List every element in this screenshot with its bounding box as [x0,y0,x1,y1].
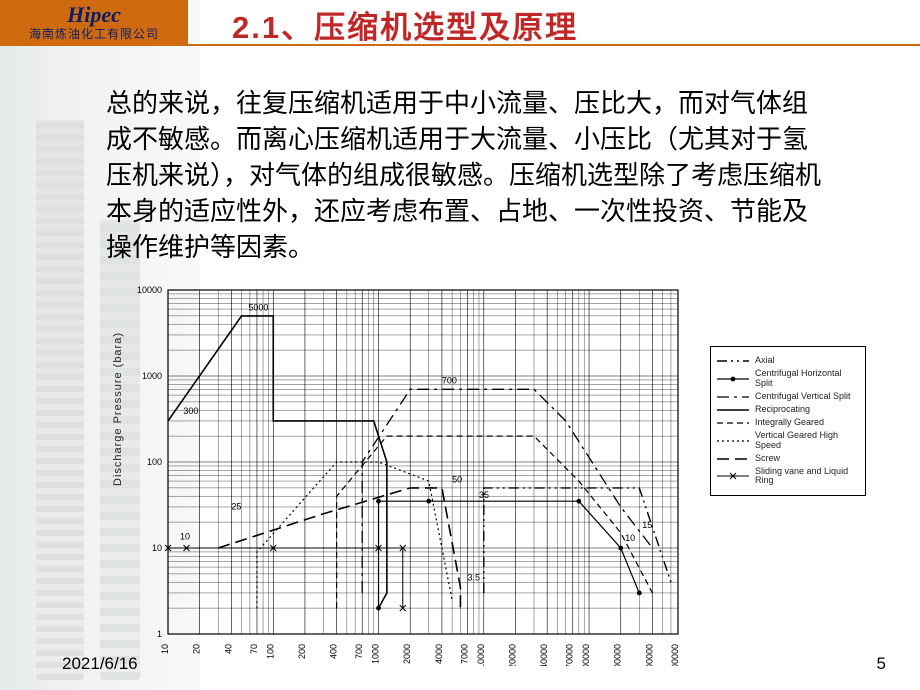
legend-item: Vertical Geared High Speed [717,431,859,451]
svg-text:70000: 70000 [565,644,575,666]
svg-text:35: 35 [479,490,489,500]
svg-text:40000: 40000 [539,644,549,666]
svg-text:3.5: 3.5 [467,572,480,582]
svg-text:25: 25 [231,502,241,512]
legend-item: Centrifugal Vertical Split [717,392,859,402]
legend-item: Centrifugal Horizontal Split [717,369,859,389]
legend-label: Reciprocating [755,405,859,415]
legend-label: Screw [755,454,859,464]
svg-text:400000: 400000 [644,644,654,666]
legend-label: Axial [755,356,859,366]
chart-svg: 1 10 100 1000 10000 10 20 40 70 100 200 400 700 1000 2… [124,286,704,666]
svg-text:700: 700 [354,644,364,659]
svg-text:200000: 200000 [613,644,623,666]
legend-label: Sliding vane and Liquid Ring [755,467,859,487]
svg-text:70: 70 [249,644,259,654]
legend-item: Integrally Geared [717,418,859,428]
svg-text:100: 100 [147,457,162,467]
logo-box: Hipec 海南炼油化工有限公司 [0,0,188,44]
legend-label: Vertical Geared High Speed [755,431,859,451]
svg-text:20: 20 [192,644,202,654]
svg-text:200: 200 [297,644,307,659]
svg-text:10000: 10000 [476,644,486,666]
svg-text:4000: 4000 [434,644,444,664]
legend-item: Axial [717,356,859,366]
svg-text:1000: 1000 [142,371,162,381]
svg-text:700: 700 [442,375,457,385]
chart-legend: Axial Centrifugal Horizontal Split Centrif… [710,346,866,496]
svg-text:20000: 20000 [507,644,517,666]
top-bar: Hipec 海南炼油化工有限公司 2.1、压缩机选型及原理 [0,0,920,46]
logo-script: Hipec [67,4,121,26]
svg-text:700000: 700000 [670,644,680,666]
svg-text:7000: 7000 [459,644,469,664]
company-name: 海南炼油化工有限公司 [29,28,159,40]
body-paragraph: 总的来说，往复压缩机适用于中小流量、压比大，而对气体组成不敏感。而离心压缩机适用… [106,86,826,265]
svg-text:10: 10 [160,644,170,654]
chart-container: Discharge Pressure (bara) 11010010001000… [124,286,824,666]
svg-text:10: 10 [625,533,635,543]
svg-text:10: 10 [152,543,162,553]
legend-label: Centrifugal Horizontal Split [755,369,859,389]
svg-text:40: 40 [223,644,233,654]
legend-item: Reciprocating [717,405,859,415]
legend-label: Integrally Geared [755,418,859,428]
footer-page-number: 5 [877,654,886,674]
svg-text:300: 300 [183,406,198,416]
svg-text:1: 1 [157,629,162,639]
svg-text:15: 15 [642,520,652,530]
footer-date: 2021/6/16 [62,654,138,674]
svg-text:100000: 100000 [581,644,591,666]
legend-label: Centrifugal Vertical Split [755,392,859,402]
slide-title: 2.1、压缩机选型及原理 [232,2,578,47]
y-axis-label: Discharge Pressure (bara) [112,332,124,486]
slide: Hipec 海南炼油化工有限公司 2.1、压缩机选型及原理 总的来说，往复压缩机… [0,0,920,690]
svg-text:100: 100 [265,644,275,659]
svg-text:2000: 2000 [402,644,412,664]
svg-text:10000: 10000 [137,286,162,295]
svg-text:10: 10 [180,532,190,542]
legend-item: Sliding vane and Liquid Ring [717,467,859,487]
svg-text:5000: 5000 [248,302,268,312]
svg-text:400: 400 [329,644,339,659]
svg-text:50: 50 [452,474,462,484]
legend-item: Screw [717,454,859,464]
svg-text:1000: 1000 [371,644,381,664]
